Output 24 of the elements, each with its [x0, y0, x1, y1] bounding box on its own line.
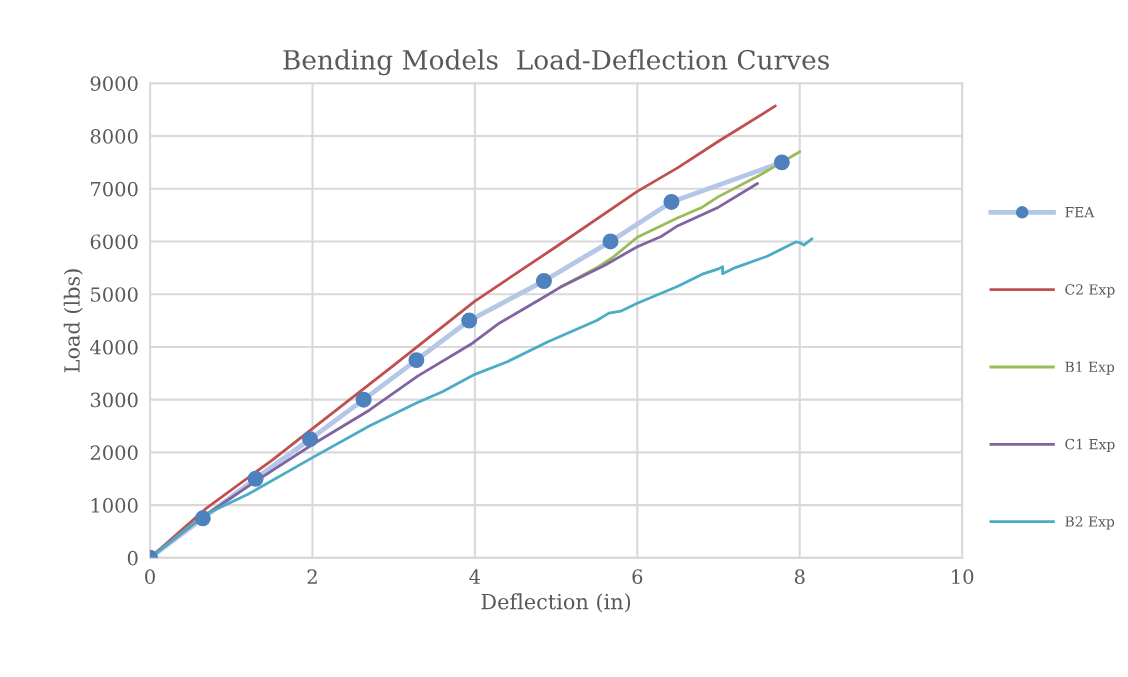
x-tick-label: 6 [632, 569, 643, 585]
chart-title: Bending Models Load-Deflection Curves [283, 49, 829, 76]
y-tick-label: 3000 [90, 392, 138, 408]
legend-label: B2 Exp [1065, 516, 1115, 530]
y-tick-label: 1000 [91, 498, 138, 513]
x-tick-label: 2 [307, 569, 317, 584]
y-tick-label: 4000 [90, 339, 138, 355]
legend-label: FEA [1065, 207, 1095, 218]
x-tick-label: 0 [145, 569, 155, 585]
y-axis-title: Load (lbs) [63, 269, 83, 373]
x-tick-label: 4 [469, 569, 481, 584]
y-tick-label: 7000 [91, 181, 138, 197]
y-tick-label: 9000 [90, 76, 138, 91]
x-tick-label: 8 [794, 569, 805, 585]
y-tick-label: 8000 [90, 128, 138, 144]
legend-label: C2 Exp [1065, 284, 1115, 298]
y-tick-label: 6000 [90, 234, 138, 250]
y-tick-label: 5000 [91, 287, 138, 302]
y-tick-label: 2000 [90, 445, 138, 461]
legend-label: B1 Exp [1065, 361, 1115, 375]
x-tick-label: 10 [952, 569, 974, 585]
legend-label: C1 Exp [1065, 438, 1115, 453]
y-tick-label: 0 [127, 550, 138, 566]
x-axis-title: Deflection (in) [481, 593, 631, 613]
